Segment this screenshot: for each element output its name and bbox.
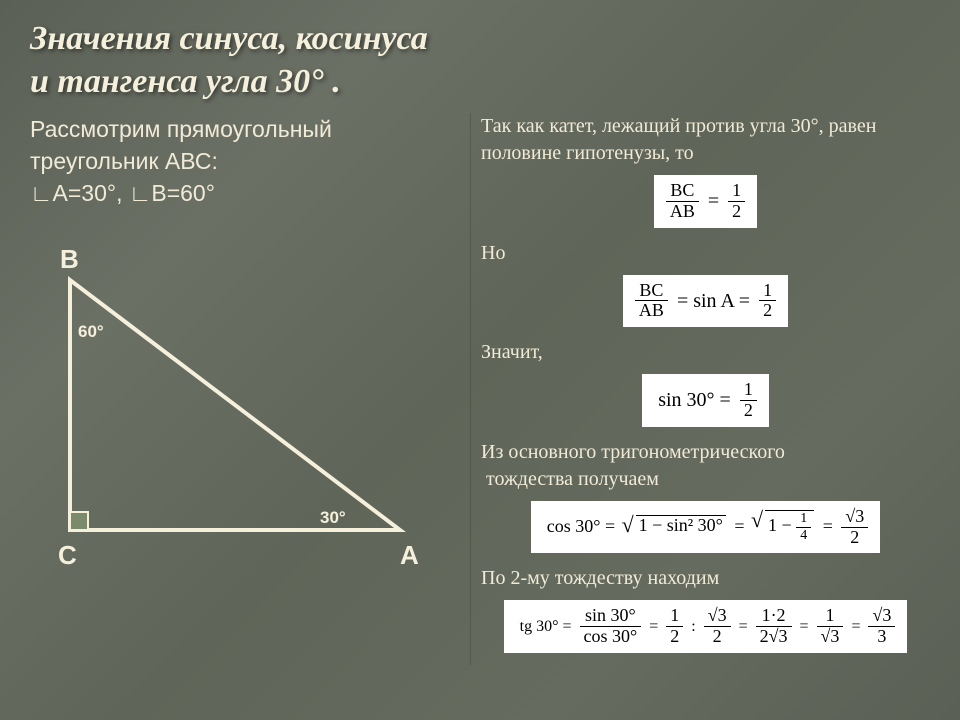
- vertex-a: A: [400, 540, 419, 571]
- slide-title: Значения синуса, косинуса и тангенса угл…: [0, 0, 960, 113]
- text-5: По 2-му тождеству находим: [481, 565, 930, 592]
- intro-line-2: треугольник АВС:: [30, 148, 218, 174]
- title-line-2: и тангенса угла 30° .: [30, 63, 341, 100]
- text-1: Так как катет, лежащий против угла 30°, …: [481, 113, 930, 167]
- triangle-diagram: B C A 60° 30°: [30, 250, 430, 570]
- title-line-1: Значения синуса, косинуса: [30, 20, 428, 57]
- intro-line-1: Рассмотрим прямоугольный: [30, 116, 332, 142]
- left-column: Рассмотрим прямоугольный треугольник АВС…: [30, 113, 450, 665]
- formula-3: sin 30° = 12: [642, 374, 769, 427]
- intro-text: Рассмотрим прямоугольный треугольник АВС…: [30, 113, 450, 210]
- triangle-shape: [70, 280, 400, 530]
- formula-4: cos 30° = 1 − sin² 30° = 1 − 14 = √32: [531, 501, 880, 554]
- vertex-b: B: [60, 244, 79, 275]
- formula-1: BCAB = 12: [654, 175, 757, 228]
- vertex-c: C: [58, 540, 77, 571]
- content-area: Рассмотрим прямоугольный треугольник АВС…: [0, 113, 960, 665]
- angle-a-label: 30°: [320, 508, 346, 528]
- angle-b-label: 60°: [78, 322, 104, 342]
- formula-2: BCAB = sin A = 12: [623, 275, 788, 328]
- text-4: Из основного тригонометрического тождест…: [481, 439, 930, 493]
- right-column: Так как катет, лежащий против угла 30°, …: [470, 113, 930, 665]
- text-3: Значит,: [481, 339, 930, 366]
- text-2: Но: [481, 240, 930, 267]
- triangle-svg: [30, 250, 430, 570]
- right-angle-marker: [70, 512, 88, 530]
- formula-5: tg 30° = sin 30°cos 30° = 12 : √32 = 1·2…: [504, 600, 908, 653]
- intro-line-3: ∟А=30°, ∟В=60°: [30, 180, 215, 206]
